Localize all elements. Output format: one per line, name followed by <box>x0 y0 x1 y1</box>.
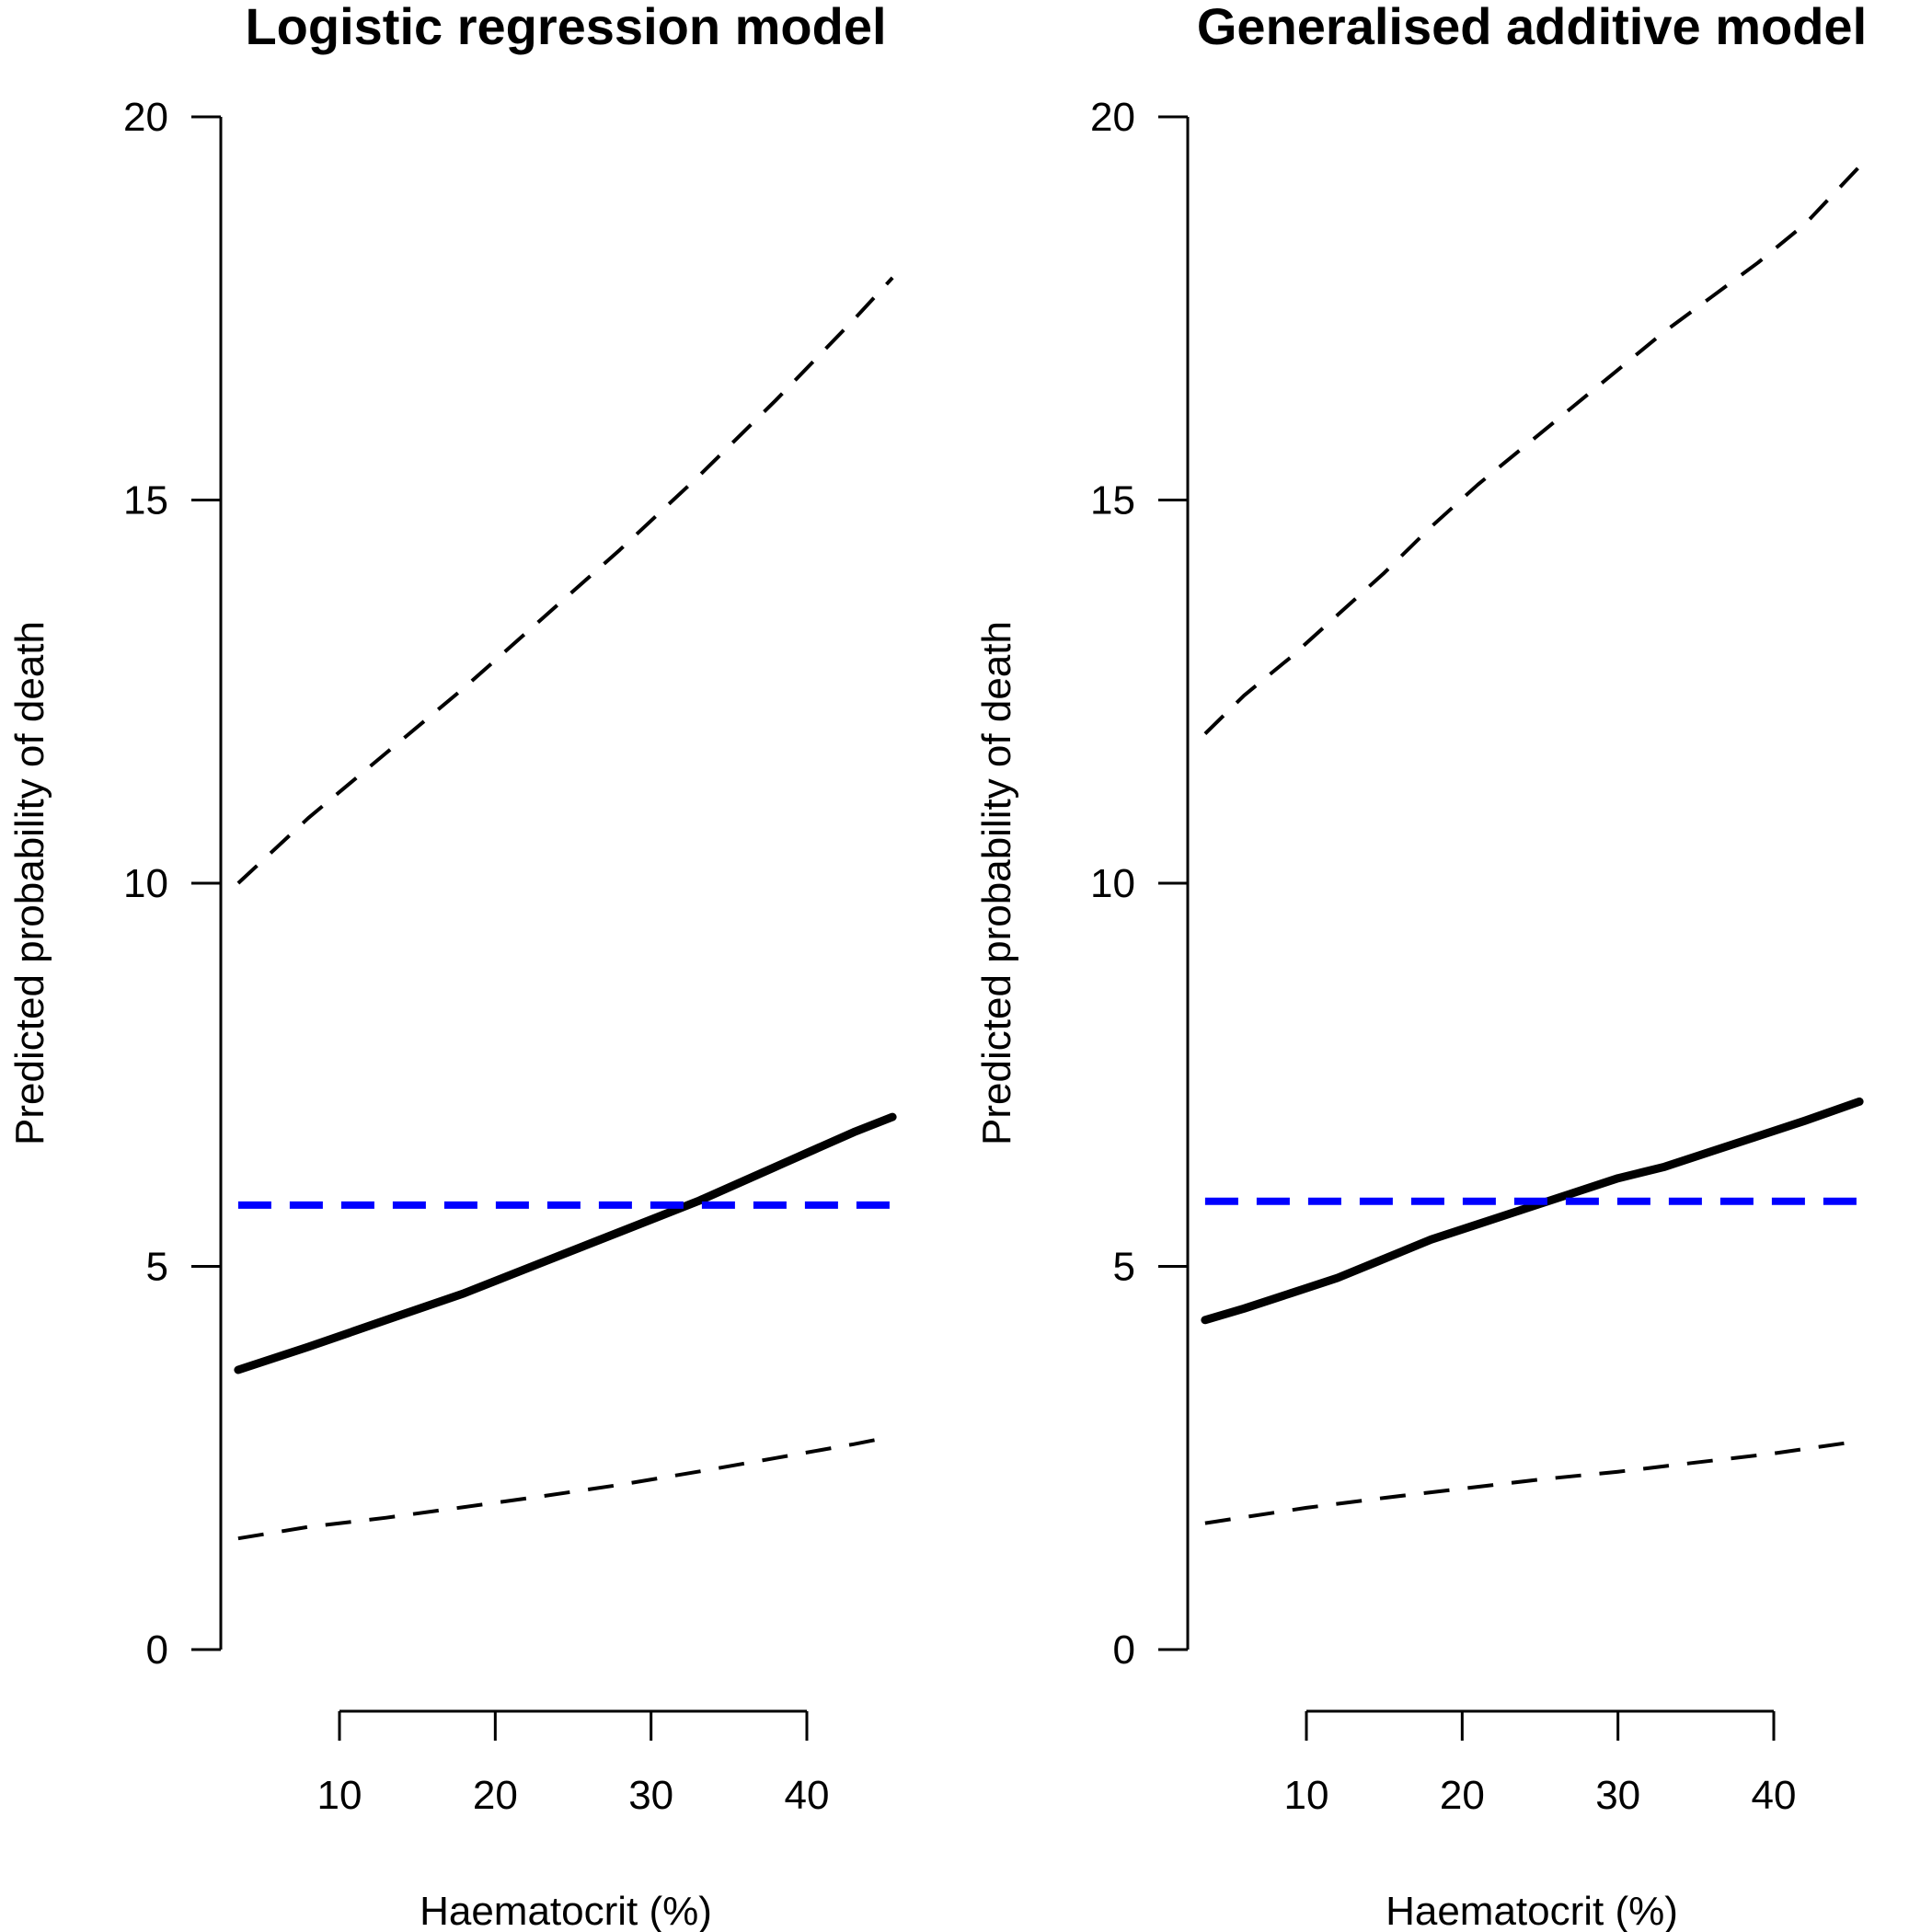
y-tick-label: 10 <box>1090 861 1135 906</box>
x-axis-label: Haematocrit (%) <box>1386 1889 1678 1932</box>
x-axis: 10 20 30 40 <box>1284 1709 1797 1818</box>
x-tick-label: 10 <box>1284 1773 1329 1818</box>
y-tick-label: 20 <box>123 95 168 140</box>
upper-ci-line <box>1203 165 1861 736</box>
series-layer <box>234 276 897 1541</box>
y-tick-label: 15 <box>1090 478 1135 523</box>
chart-title: Logistic regression model <box>245 0 886 55</box>
y-tick-label: 20 <box>1090 95 1135 140</box>
estimate-line <box>1201 1097 1864 1325</box>
y-tick-label: 5 <box>146 1245 168 1290</box>
y-axis-label: Predicted probability of death <box>7 621 52 1145</box>
x-tick-label: 10 <box>317 1773 362 1818</box>
x-tick-label: 30 <box>628 1773 673 1818</box>
x-tick-label: 40 <box>785 1773 830 1818</box>
x-tick-label: 30 <box>1595 1773 1640 1818</box>
panel-logistic-regression: Logistic regression model Predicted prob… <box>7 0 897 1932</box>
y-tick-label: 10 <box>123 861 168 906</box>
estimate-line <box>234 1112 897 1374</box>
panel-generalised-additive: Generalised additive model Predicted pro… <box>974 0 1867 1932</box>
x-axis: 10 20 30 40 <box>317 1709 830 1818</box>
lower-ci-line <box>1204 1439 1860 1525</box>
x-axis-label: Haematocrit (%) <box>420 1889 712 1932</box>
lower-ci-line <box>237 1434 893 1541</box>
y-axis: 0 5 10 15 20 <box>123 95 223 1673</box>
y-tick-label: 15 <box>123 478 168 523</box>
y-axis-label: Predicted probability of death <box>974 621 1019 1145</box>
x-tick-label: 20 <box>1440 1773 1485 1818</box>
series-layer <box>1201 165 1864 1525</box>
y-tick-label: 0 <box>1113 1627 1135 1673</box>
y-axis: 0 5 10 15 20 <box>1090 95 1190 1673</box>
y-tick-label: 5 <box>1113 1245 1135 1290</box>
upper-ci-line <box>236 276 894 885</box>
y-tick-label: 0 <box>146 1627 168 1673</box>
x-tick-label: 20 <box>473 1773 518 1818</box>
x-tick-label: 40 <box>1752 1773 1797 1818</box>
chart-title: Generalised additive model <box>1197 0 1867 55</box>
